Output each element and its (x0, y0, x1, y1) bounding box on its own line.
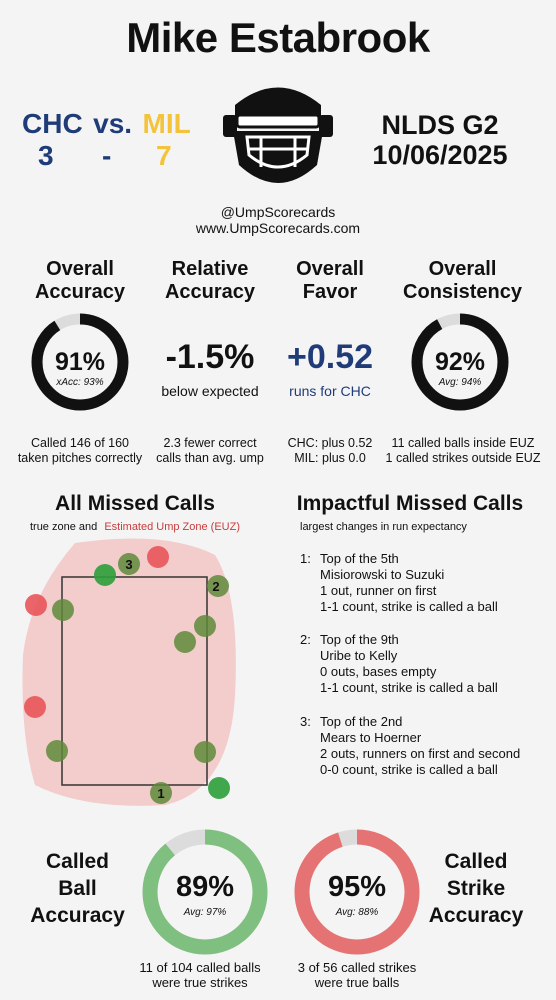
called-ball-desc: 11 of 104 called balls were true strikes (115, 960, 285, 990)
desc-line: MIL: plus 0.0 (294, 451, 366, 465)
item-number: 3: (300, 714, 311, 729)
home-score: 7 (156, 140, 172, 171)
impactful-missed-calls-title: Impactful Missed Calls (296, 492, 524, 515)
desc-line: Called 146 of 160 (31, 436, 129, 450)
label-line: Ball (58, 877, 97, 900)
heading-line: Overall (428, 258, 497, 280)
series-game: NLDS G2 (381, 110, 499, 140)
relative-accuracy-desc: 2.3 fewer correct calls than avg. ump (150, 436, 270, 466)
item-line: 2 outs, runners on first and second (320, 746, 521, 761)
handle: @UmpScorecards (220, 204, 336, 220)
desc-line: CHC: plus 0.52 (287, 436, 373, 450)
overall-consistency-value: 92% (434, 348, 486, 376)
desc-line: were true strikes (152, 975, 248, 990)
desc-line: 11 of 104 called balls (139, 960, 261, 975)
item-line: Top of the 2nd (320, 714, 403, 729)
overall-accuracy-desc: Called 146 of 160 taken pitches correctl… (5, 436, 155, 466)
label-line: Accuracy (428, 904, 524, 927)
subtitle-euz: Estimated Ump Zone (EUZ) (104, 521, 241, 533)
item-line: Top of the 5th (320, 551, 399, 566)
heading-line: Favor (302, 281, 358, 303)
point-label-2: 2 (212, 579, 219, 594)
item-line: Misiorowski to Suzuki (320, 567, 445, 582)
away-team: CHC (22, 108, 83, 139)
overall-accuracy-value: 91% (54, 348, 106, 376)
game-date: 10/06/2025 (372, 140, 508, 170)
subtitle-prefix: true zone and (29, 521, 98, 533)
desc-line: 1 called strikes outside EUZ (385, 451, 541, 465)
away-score: 3 (38, 140, 54, 171)
item-line: Top of the 9th (320, 632, 399, 647)
item-line: 0 outs, bases empty (320, 664, 437, 679)
heading-line: Accuracy (164, 281, 256, 303)
all-missed-calls-subtitle: true zone and Estimated Ump Zone (EUZ) (0, 521, 270, 533)
relative-accuracy-sub: below expected (161, 383, 259, 399)
item-line: 1-1 count, strike is called a ball (320, 599, 498, 614)
overall-accuracy-ring (31, 313, 129, 411)
heading-line: Overall (296, 258, 364, 280)
called-ball-value: 89% (175, 871, 235, 903)
relative-accuracy-heading: Relative Accuracy (145, 258, 275, 304)
umpire-mask-icon (223, 87, 333, 183)
overall-consistency-desc: 11 called balls inside EUZ 1 called stri… (378, 436, 548, 466)
desc-line: 3 of 56 called strikes (297, 960, 417, 975)
desc-line: 11 called balls inside EUZ (391, 436, 535, 450)
consistency-avg: Avg: 94% (438, 377, 482, 388)
label-line: Strike (446, 877, 506, 900)
called-strike-desc: 3 of 56 called strikes were true balls (272, 960, 442, 990)
overall-favor-sub: runs for CHC (289, 383, 371, 399)
item-number: 1: (300, 551, 311, 566)
item-line: Mears to Hoerner (320, 730, 422, 745)
point-label-1: 1 (157, 786, 164, 801)
label-line: Called (45, 850, 110, 873)
item-line: 0-0 count, strike is called a ball (320, 762, 498, 777)
called-strike-accuracy-label: Called Strike Accuracy (416, 848, 536, 929)
website: www.UmpScorecards.com (195, 220, 361, 236)
xacc-value: xAcc: 93% (56, 377, 104, 388)
called-strike-avg: Avg: 88% (335, 907, 379, 918)
home-team: MIL (142, 108, 191, 139)
vs-label: vs. (93, 108, 133, 139)
heading-line: Accuracy (34, 281, 126, 303)
item-number: 2: (300, 632, 311, 647)
missed-calls-plot: 1 2 3 (22, 538, 236, 806)
item-line: 1-1 count, strike is called a ball (320, 680, 498, 695)
called-strike-ring (294, 829, 420, 955)
relative-accuracy-value: -1.5% (165, 338, 255, 376)
called-strike-value: 95% (327, 871, 387, 903)
overall-favor-heading: Overall Favor (270, 258, 390, 304)
matchup: CHC vs. MIL (22, 108, 192, 140)
called-ball-avg: Avg: 97% (183, 907, 227, 918)
called-ball-ring (142, 829, 268, 955)
heading-line: Relative (171, 258, 249, 280)
umpire-name: Mike Estabrook (126, 14, 430, 61)
missed-call-points (24, 546, 230, 804)
item-line: 1 out, runner on first (320, 583, 437, 598)
heading-line: Overall (46, 258, 114, 280)
desc-line: 2.3 fewer correct (163, 436, 257, 450)
score-dash: - (102, 140, 112, 171)
heading-line: Consistency (403, 281, 522, 303)
overall-consistency-heading: Overall Consistency (385, 258, 540, 304)
desc-line: were true balls (314, 975, 400, 990)
point-label-3: 3 (125, 557, 132, 572)
desc-line: calls than avg. ump (156, 451, 264, 465)
overall-consistency-ring (411, 313, 509, 411)
called-ball-accuracy-label: Called Ball Accuracy (15, 848, 140, 929)
overall-favor-desc: CHC: plus 0.52 MIL: plus 0.0 (275, 436, 385, 466)
overall-favor-value: +0.52 (286, 338, 374, 376)
overall-accuracy-heading: Overall Accuracy (10, 258, 150, 304)
label-line: Accuracy (30, 904, 125, 927)
all-missed-calls-title: All Missed Calls (55, 492, 215, 515)
desc-line: taken pitches correctly (17, 451, 143, 465)
true-strike-zone (61, 576, 208, 786)
label-line: Called (444, 850, 508, 873)
item-line: Uribe to Kelly (320, 648, 398, 663)
estimated-ump-zone (22, 538, 236, 806)
impactful-subtitle: largest changes in run expectancy (300, 521, 467, 533)
